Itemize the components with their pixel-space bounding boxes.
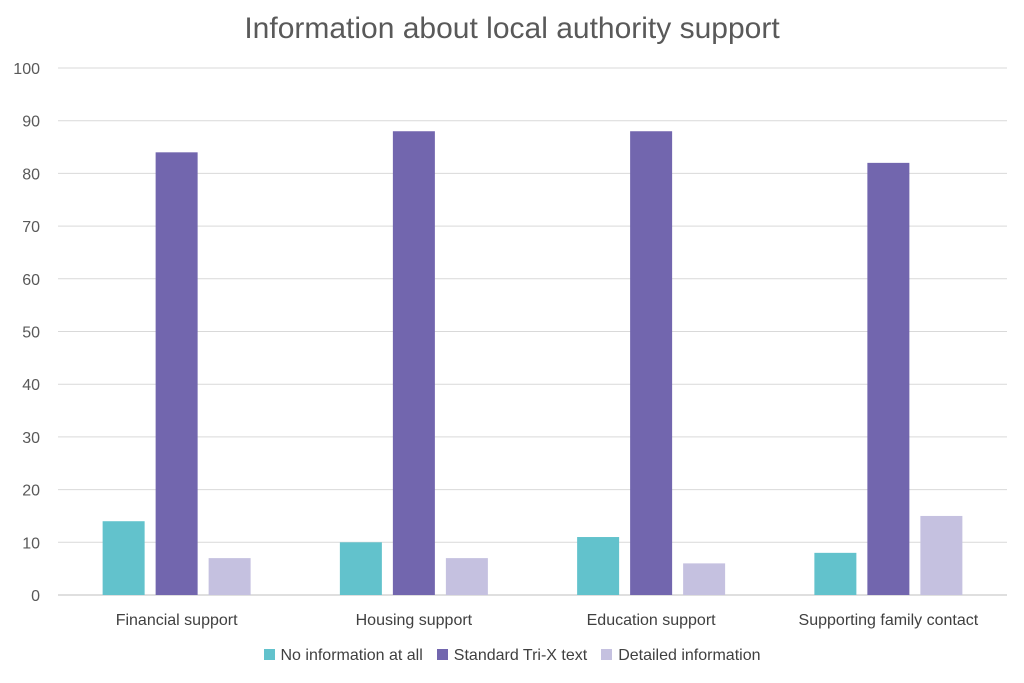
gridlines <box>58 67 1007 596</box>
bar <box>208 558 251 595</box>
x-category-label: Supporting family contact <box>799 612 979 629</box>
bar <box>392 131 435 596</box>
y-tick-label: 0 <box>31 588 40 605</box>
y-tick-label: 30 <box>22 430 40 447</box>
bar <box>630 131 673 596</box>
y-tick-label: 60 <box>22 272 40 289</box>
legend-item: No information at all <box>263 647 423 665</box>
bars <box>102 131 963 596</box>
y-tick-label: 40 <box>22 377 40 394</box>
bar <box>339 542 382 595</box>
x-category-label: Housing support <box>356 612 473 629</box>
legend-label: No information at all <box>280 647 423 664</box>
bar <box>920 515 963 595</box>
bar-chart: 0 10 20 30 40 50 60 70 80 90 100 Financial support… <box>13 61 1007 629</box>
bar <box>155 152 198 595</box>
y-tick-label: 100 <box>13 61 40 78</box>
bar <box>577 537 620 595</box>
legend-label: Standard Tri-X text <box>453 647 588 664</box>
chart-title: Information about local authority suppor… <box>244 12 780 45</box>
x-category-label: Financial support <box>116 612 238 629</box>
legend-item: Detailed information <box>601 647 760 665</box>
legend-item: Standard Tri-X text <box>436 647 588 665</box>
y-tick-label: 50 <box>22 325 40 342</box>
legend: No information at all Standard Tri-X text… <box>0 647 1024 665</box>
x-category-label: Education support <box>587 612 717 629</box>
legend-swatch <box>601 649 613 660</box>
y-tick-label: 70 <box>22 219 40 236</box>
y-tick-label: 20 <box>22 483 40 500</box>
bar <box>814 552 857 595</box>
y-axis-ticks: 0 10 20 30 40 50 60 70 80 90 100 <box>13 61 40 605</box>
legend-swatch <box>263 649 275 660</box>
bar <box>102 521 145 595</box>
y-tick-label: 10 <box>22 535 40 552</box>
legend-swatch <box>436 649 448 660</box>
bar <box>445 558 488 595</box>
x-axis-categories: Financial support Housing support Educatio… <box>116 612 979 629</box>
bar <box>683 563 726 595</box>
y-tick-label: 90 <box>22 114 40 131</box>
y-tick-label: 80 <box>22 166 40 183</box>
legend-label: Detailed information <box>618 647 761 664</box>
bar <box>867 162 910 596</box>
